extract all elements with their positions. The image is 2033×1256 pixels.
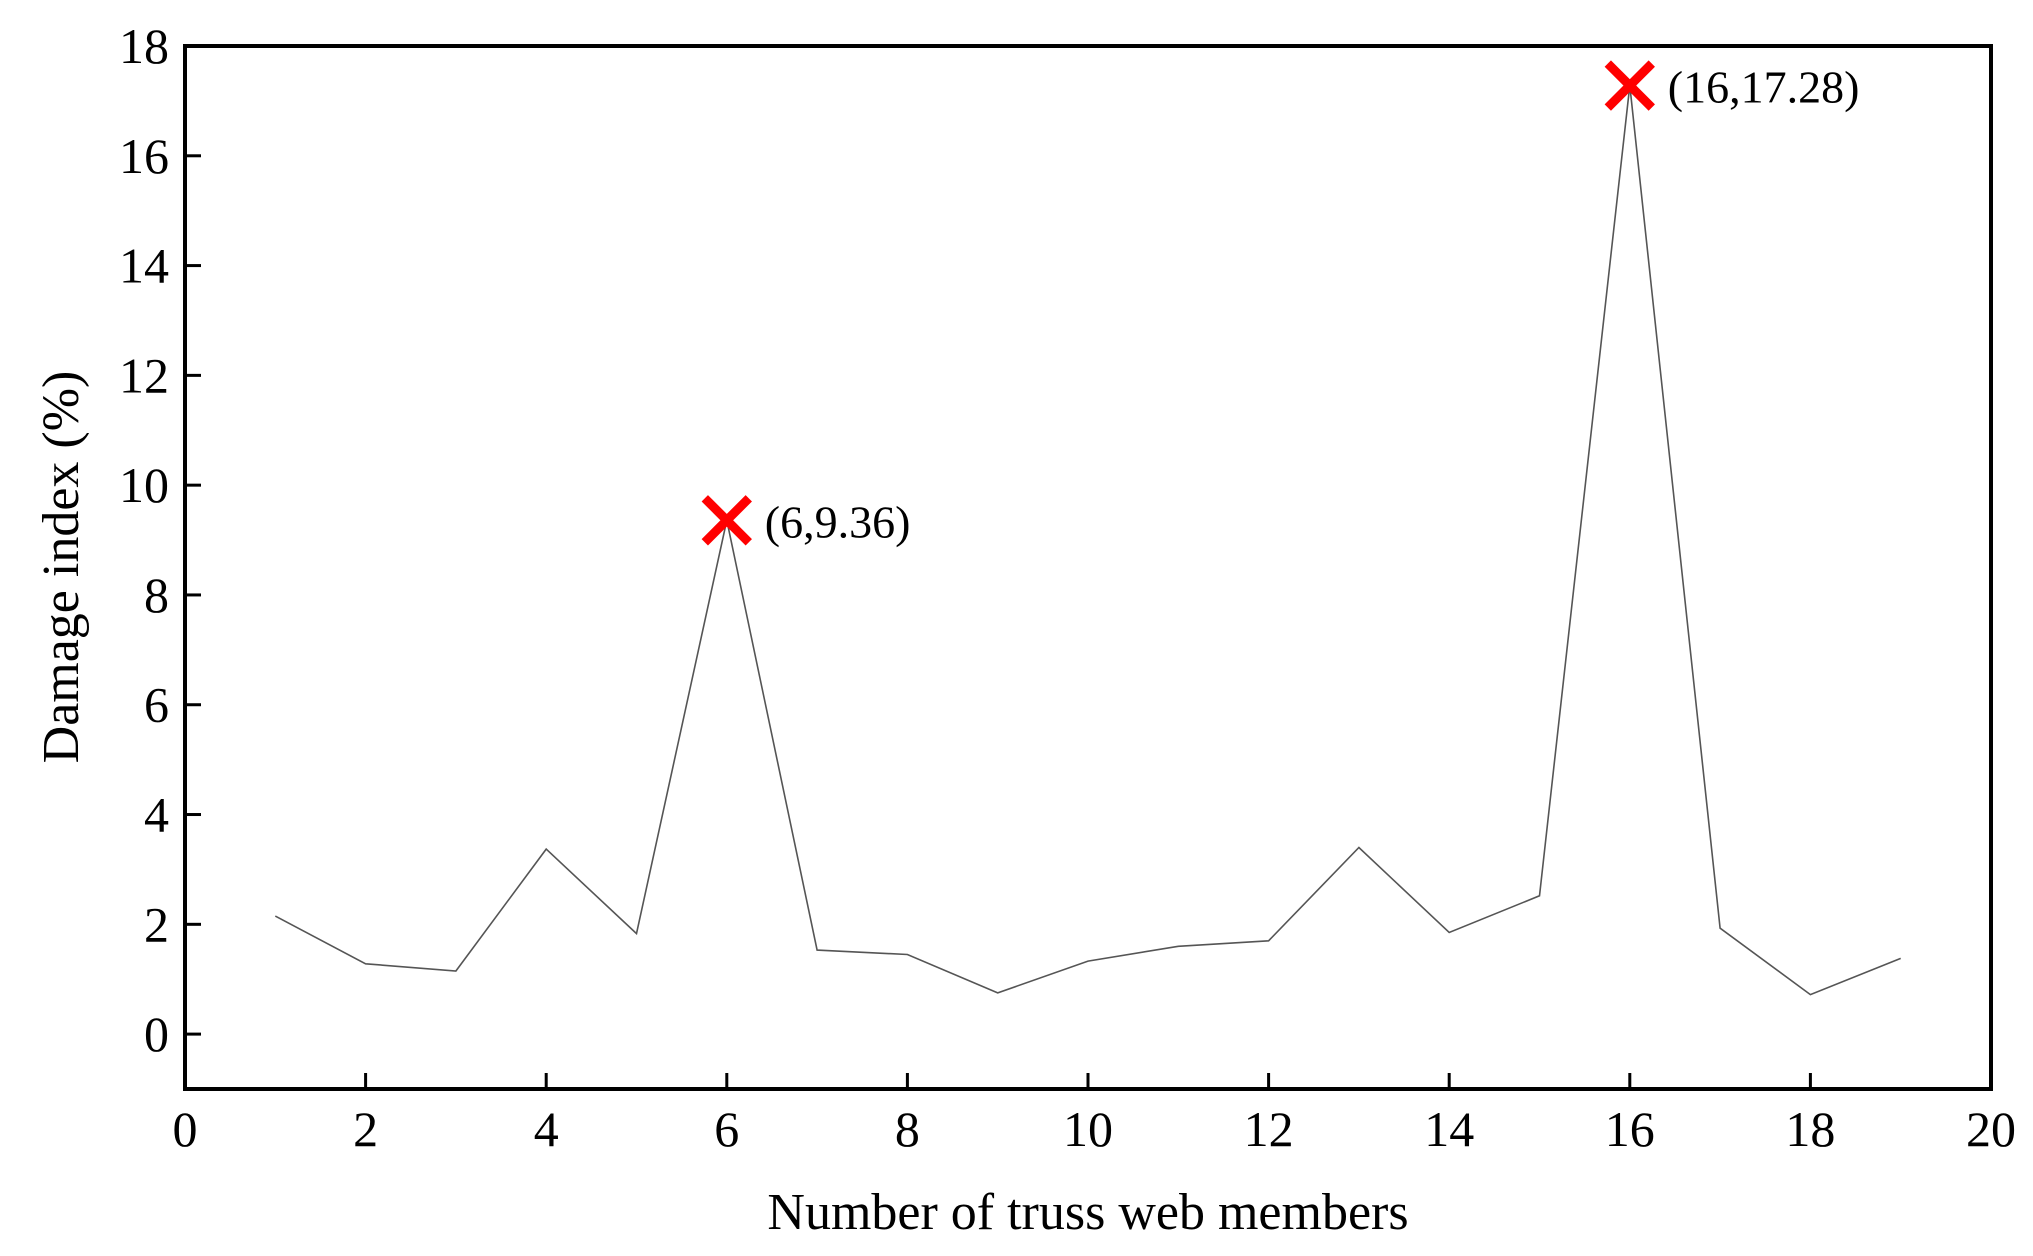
x-tick-label: 4 — [534, 1101, 559, 1157]
data-point — [1899, 956, 1903, 960]
y-tick-label: 4 — [144, 787, 169, 843]
data-point — [454, 969, 458, 973]
y-tick-label: 6 — [144, 677, 169, 733]
peak-marker-x-icon — [701, 495, 752, 546]
y-tick-label: 0 — [144, 1006, 169, 1062]
ticks-layer: 0 2 4 6 8 10 12 14 16 18 20 0 2 4 6 8 10 12 14 16 18 — [119, 18, 2016, 1157]
y-axis-title: Damage index (%) — [33, 371, 90, 764]
peak-marker-x-icon — [1604, 60, 1655, 111]
x-tick-label: 14 — [1424, 1101, 1474, 1157]
data-point — [364, 962, 368, 966]
data-point — [1538, 894, 1542, 898]
x-tick-label: 0 — [173, 1101, 198, 1157]
data-point — [1267, 939, 1271, 943]
data-point — [815, 948, 819, 952]
data-point — [905, 953, 909, 957]
data-point — [1176, 944, 1180, 948]
plot-frame — [183, 44, 1993, 1091]
y-tick-label: 2 — [144, 896, 169, 952]
x-tick-label: 6 — [714, 1101, 739, 1157]
y-tick-label: 10 — [119, 457, 169, 513]
data-point — [635, 932, 639, 936]
x-tick-label: 8 — [895, 1101, 920, 1157]
data-point — [1447, 931, 1451, 935]
data-point — [1086, 959, 1090, 963]
y-tick-label: 12 — [119, 347, 169, 403]
y-tick-label: 14 — [119, 238, 169, 294]
peak-annotation-label: (16,17.28) — [1668, 62, 1860, 113]
x-tick-label: 18 — [1785, 1101, 1835, 1157]
y-tick-label: 16 — [119, 128, 169, 184]
data-point — [1718, 926, 1722, 930]
data-point — [996, 991, 1000, 995]
annotation-layer: (6,9.36) (16,17.28) — [701, 60, 1860, 547]
data-point — [544, 847, 548, 851]
x-axis-title: Number of truss web members — [767, 1184, 1408, 1241]
y-tick-label: 8 — [144, 567, 169, 623]
x-tick-label: 2 — [353, 1101, 378, 1157]
data-point — [1357, 845, 1361, 849]
x-tick-label: 10 — [1063, 1101, 1113, 1157]
x-tick-label: 20 — [1966, 1101, 2016, 1157]
data-point — [1808, 993, 1812, 997]
peak-annotation-label: (6,9.36) — [765, 496, 911, 547]
data-point — [273, 914, 277, 918]
y-tick-label: 18 — [119, 18, 169, 74]
x-tick-label: 16 — [1605, 1101, 1655, 1157]
x-tick-label: 12 — [1244, 1101, 1294, 1157]
